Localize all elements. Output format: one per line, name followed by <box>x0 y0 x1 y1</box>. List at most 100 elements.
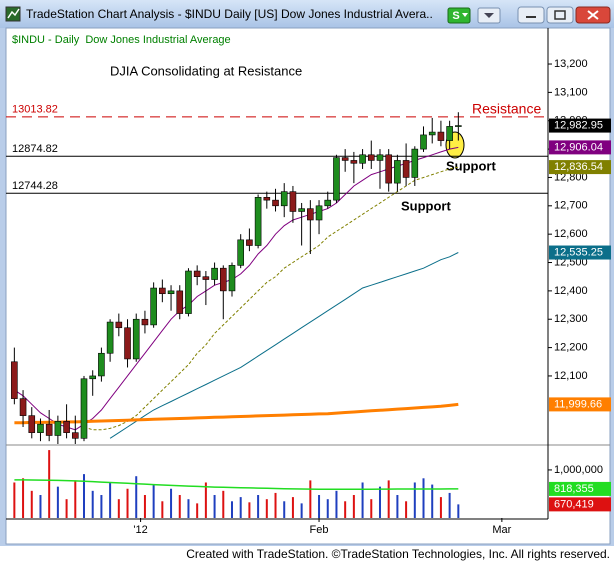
minimize-button[interactable] <box>517 6 545 24</box>
volume-bar <box>204 482 207 518</box>
volume-bar <box>230 501 233 518</box>
volume-bar <box>135 476 138 518</box>
candle-body <box>37 423 44 433</box>
level-label: 12744.28 <box>12 180 58 192</box>
volume-bar <box>13 482 16 518</box>
volume-bar <box>431 484 434 518</box>
volume-bar <box>187 499 190 518</box>
moving-average <box>109 252 459 439</box>
candle-body <box>333 157 340 201</box>
candle-body <box>28 415 36 433</box>
last-price-label: 12,982.95 <box>554 119 603 131</box>
candle-body <box>420 134 427 150</box>
y-tick-label: 12,200 <box>554 341 588 353</box>
annotation: Resistance <box>472 101 541 117</box>
series-last-box <box>549 140 611 155</box>
last-price-box <box>549 118 611 133</box>
y-tick-label: 12,800 <box>554 171 588 183</box>
maximize-button[interactable] <box>546 6 574 24</box>
candle-body <box>45 423 53 436</box>
level-label: 13013.82 <box>12 104 58 116</box>
candle-body <box>54 421 62 436</box>
candle-body <box>411 148 419 178</box>
candle-body <box>141 318 149 326</box>
volume-bar <box>248 502 251 518</box>
candle-body <box>193 270 201 277</box>
volume-bar <box>335 490 338 518</box>
volume-bar <box>274 492 277 518</box>
candle-body <box>150 287 157 326</box>
volume-last-label: 670,419 <box>554 498 594 510</box>
candle-body <box>19 398 27 416</box>
candle-body <box>159 287 166 295</box>
candle-body <box>350 160 358 164</box>
y-tick-label: 12,300 <box>554 313 588 325</box>
candle-body <box>437 131 445 141</box>
footer-bar <box>0 546 614 562</box>
annotation: Support <box>401 198 451 213</box>
volume-bar <box>326 499 329 518</box>
candle-body <box>11 361 18 399</box>
series-last-box <box>549 245 611 260</box>
volume-bar <box>387 480 390 518</box>
volume-bar <box>300 503 303 518</box>
candle-body <box>263 197 271 201</box>
chart-panel <box>5 27 611 545</box>
maximize-glyph <box>554 10 566 20</box>
volume-bar <box>361 482 364 518</box>
candle-body <box>71 432 79 439</box>
volume-bar <box>283 501 286 518</box>
moving-average <box>83 166 459 431</box>
candle-body <box>298 208 305 212</box>
candle-body <box>167 290 175 295</box>
level-label: 12874.82 <box>12 143 58 155</box>
volume-bar <box>257 495 260 518</box>
volume-bar <box>213 495 216 518</box>
volume-bar <box>344 501 347 518</box>
y-tick-label: 12,700 <box>554 200 588 212</box>
volume-bar <box>352 495 355 518</box>
series-last-label: 12,906.04 <box>554 141 603 153</box>
volume-bar <box>378 486 381 518</box>
volume-bar <box>265 499 268 518</box>
volume-average-last-label: 818,355 <box>554 483 594 495</box>
candle-body <box>324 199 332 207</box>
moving-average <box>14 402 459 425</box>
candle-body <box>176 290 184 314</box>
volume-bar <box>457 504 460 518</box>
candle-body <box>115 321 123 329</box>
volume-tick-label: 1,000,000 <box>554 464 603 476</box>
volume-bar <box>117 499 120 518</box>
series-last-box <box>549 397 611 412</box>
symbol-button-label[interactable]: S <box>452 10 459 22</box>
volume-bar <box>170 488 173 518</box>
symbol-button[interactable] <box>447 7 471 24</box>
volume-bar <box>39 495 42 518</box>
candle-body <box>315 205 323 221</box>
candle-body <box>228 265 236 292</box>
candle-body <box>63 421 70 433</box>
volume-bar <box>318 495 321 518</box>
volume-bar <box>239 497 242 518</box>
volume-bar <box>370 499 373 518</box>
candle-body <box>185 270 192 314</box>
volume-bar <box>82 474 85 518</box>
volume-bar <box>56 486 59 518</box>
volume-bar <box>448 492 451 518</box>
y-tick-label: 13,200 <box>554 58 588 70</box>
candle-body <box>280 191 288 207</box>
candle-body <box>89 375 97 380</box>
window-title: TradeStation Chart Analysis - $INDU Dail… <box>26 7 433 21</box>
volume-bar <box>65 499 68 518</box>
candle-body <box>80 378 88 439</box>
volume-bar <box>143 495 146 518</box>
candle-body <box>289 191 297 212</box>
close-glyph <box>587 10 599 20</box>
candle-body <box>446 126 453 141</box>
candle-body <box>455 125 462 127</box>
volume-bar <box>30 490 33 518</box>
series-last-label: 12,836.54 <box>554 161 603 173</box>
volume-bar <box>152 484 155 518</box>
candle-body <box>254 197 262 246</box>
